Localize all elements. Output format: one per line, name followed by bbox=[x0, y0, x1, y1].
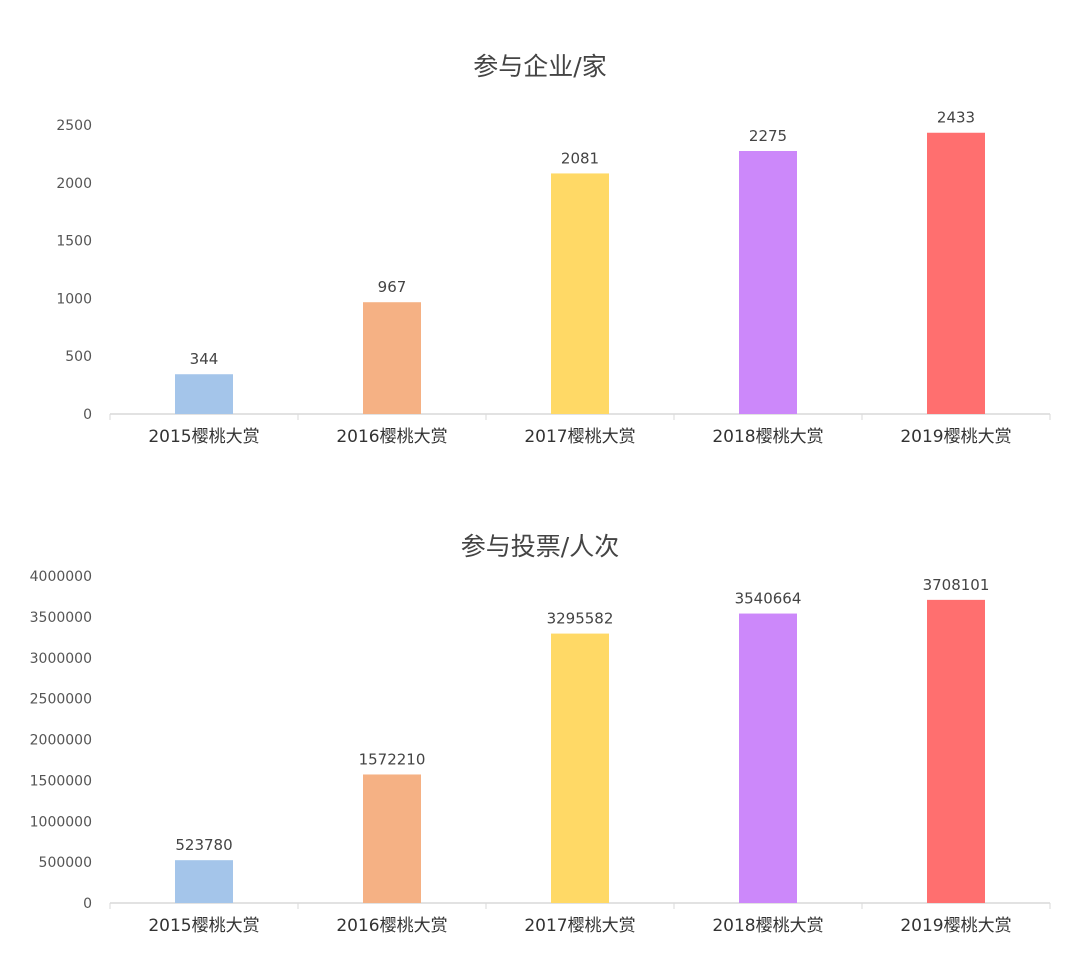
votes-chart-svg: 参与投票/人次 0 500000 1000000 1500000 2000000 2500… bbox=[30, 532, 1051, 936]
data-label: 2081 bbox=[561, 149, 599, 167]
data-label: 3540664 bbox=[735, 590, 802, 608]
data-label: 2433 bbox=[937, 109, 975, 127]
bar bbox=[927, 132, 985, 415]
bar bbox=[175, 374, 233, 414]
y-tick-label: 1500000 bbox=[30, 773, 92, 789]
y-tick-label: 1000000 bbox=[30, 814, 92, 830]
data-label: 2275 bbox=[749, 127, 787, 145]
y-tick-label: 3000000 bbox=[30, 651, 92, 667]
y-tick-label: 2000 bbox=[56, 176, 92, 192]
y-tick-label: 500000 bbox=[39, 855, 92, 871]
x-tick-label: 2016樱桃大赏 bbox=[336, 916, 447, 936]
bar bbox=[175, 860, 233, 903]
y-tick-label: 4000000 bbox=[30, 569, 92, 585]
y-tick-label: 2500000 bbox=[30, 692, 92, 708]
bar bbox=[551, 633, 609, 903]
y-tick-label: 2000000 bbox=[30, 733, 92, 749]
data-label: 3295582 bbox=[547, 610, 614, 628]
y-tick-label: 1500 bbox=[56, 234, 92, 250]
bar bbox=[551, 173, 609, 414]
x-tick-label: 2018樱桃大赏 bbox=[712, 916, 823, 936]
x-tick-label: 2017樱桃大赏 bbox=[524, 427, 635, 447]
bar bbox=[363, 774, 421, 903]
x-tick-label: 2015樱桃大赏 bbox=[148, 427, 259, 447]
y-tick-label: 2500 bbox=[56, 118, 92, 134]
bar bbox=[927, 599, 985, 903]
x-tick-label: 2015樱桃大赏 bbox=[148, 916, 259, 936]
bar bbox=[739, 613, 797, 903]
x-tick-label: 2018樱桃大赏 bbox=[712, 427, 823, 447]
y-tick-label: 0 bbox=[83, 407, 92, 423]
x-tick-label: 2016樱桃大赏 bbox=[336, 427, 447, 447]
companies-chart: 参与企业/家 0 500 1000 1500 2000 2500 344 2015樱桃大赏 9… bbox=[0, 0, 1080, 470]
x-tick-label: 2019樱桃大赏 bbox=[900, 427, 1011, 447]
data-label: 344 bbox=[190, 350, 219, 368]
x-tick-label: 2017樱桃大赏 bbox=[524, 916, 635, 936]
y-tick-label: 3500000 bbox=[30, 610, 92, 626]
y-tick-label: 1000 bbox=[56, 291, 92, 307]
data-label: 1572210 bbox=[359, 750, 426, 768]
bar bbox=[363, 302, 421, 414]
bar bbox=[739, 151, 797, 414]
x-tick-label: 2019樱桃大赏 bbox=[900, 916, 1011, 936]
y-tick-label: 0 bbox=[83, 896, 92, 912]
data-label: 523780 bbox=[175, 836, 232, 854]
data-label: 967 bbox=[378, 278, 407, 296]
votes-chart: 参与投票/人次 0 500000 1000000 1500000 2000000 2500… bbox=[0, 500, 1080, 970]
y-tick-label: 500 bbox=[65, 349, 92, 365]
companies-chart-svg: 参与企业/家 0 500 1000 1500 2000 2500 344 2015樱桃大赏 9… bbox=[56, 52, 1051, 447]
data-label: 3708101 bbox=[923, 576, 990, 594]
chart-title: 参与投票/人次 bbox=[461, 532, 619, 561]
chart-title: 参与企业/家 bbox=[473, 52, 606, 81]
